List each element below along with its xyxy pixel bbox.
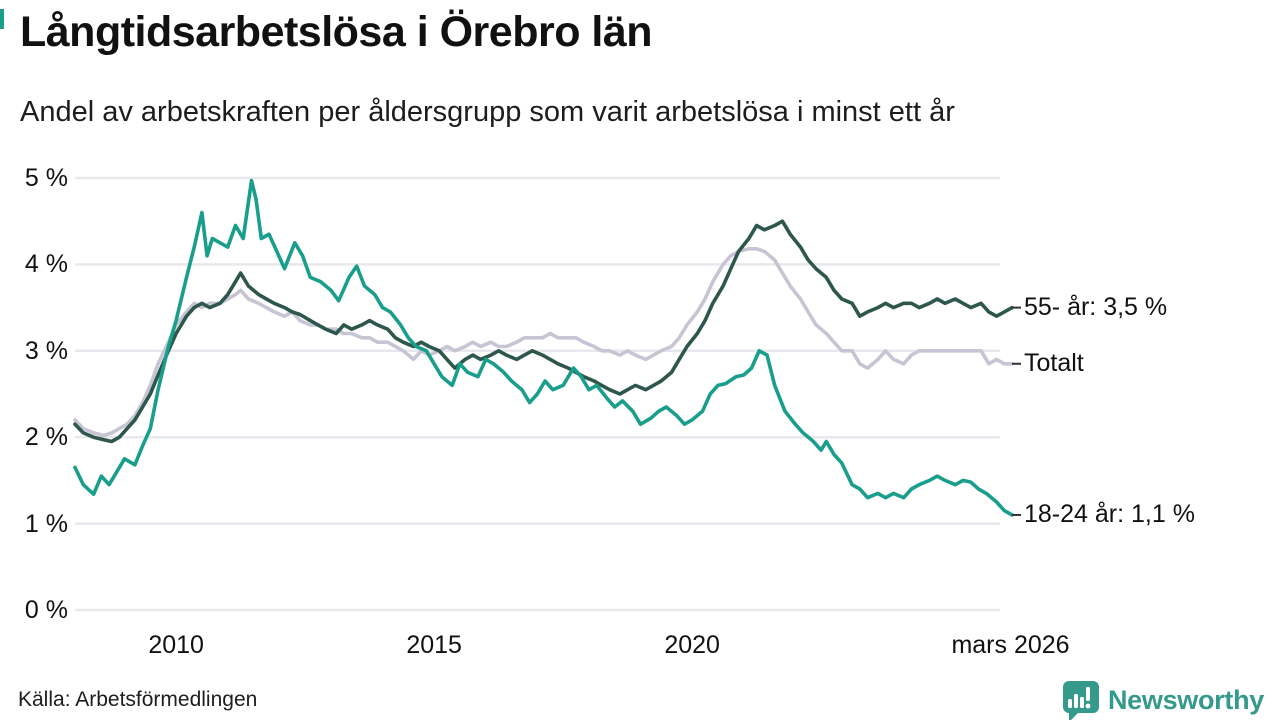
y-tick-label: 1 % bbox=[24, 509, 68, 538]
end-label-totalt: Totalt bbox=[1024, 348, 1084, 377]
series-line-18-24-r bbox=[73, 178, 1014, 517]
series-line-totalt bbox=[73, 247, 1014, 438]
page-title: Långtidsarbetslösa i Örebro län bbox=[20, 8, 653, 56]
brand-logo: Newsworthy bbox=[1059, 678, 1264, 720]
y-tick-label: 5 % bbox=[24, 164, 68, 192]
series-line-55-r bbox=[73, 219, 1014, 444]
page-subtitle: Andel av arbetskraften per åldersgrupp s… bbox=[20, 96, 955, 128]
x-tick-label: 2015 bbox=[406, 631, 462, 659]
end-label-18-24-r: 18-24 år: 1,1 % bbox=[1024, 499, 1195, 528]
end-label-55-r: 55- år: 3,5 % bbox=[1024, 292, 1168, 321]
accent-strip bbox=[0, 9, 4, 29]
x-tick-label: 2010 bbox=[148, 631, 204, 659]
x-tick-label: mars 2026 bbox=[951, 631, 1070, 659]
newsworthy-icon bbox=[1062, 681, 1099, 720]
brand-name: Newsworthy bbox=[1107, 684, 1264, 715]
y-tick-label: 4 % bbox=[24, 250, 68, 279]
y-tick-label: 3 % bbox=[24, 336, 68, 365]
y-tick-label: 2 % bbox=[24, 423, 68, 452]
y-tick-label: 0 % bbox=[24, 596, 68, 624]
x-tick-label: 2020 bbox=[664, 631, 720, 659]
source-note: Källa: Arbetsförmedlingen bbox=[18, 688, 258, 711]
